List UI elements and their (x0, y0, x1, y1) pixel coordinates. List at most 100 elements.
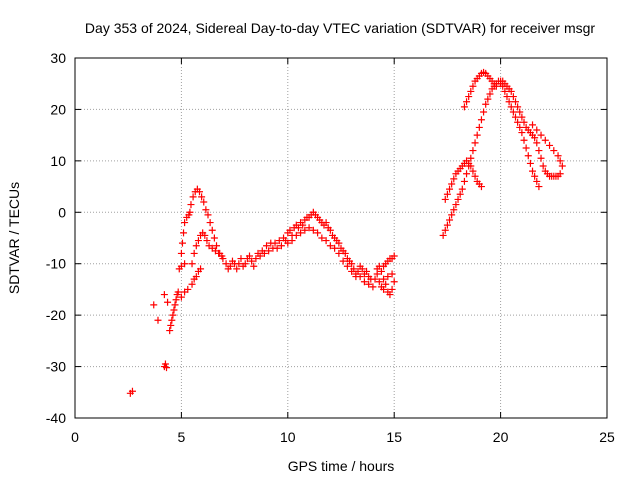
data-point (443, 221, 451, 229)
data-point (446, 185, 454, 193)
data-point (150, 301, 158, 309)
data-point (384, 273, 392, 281)
data-point (252, 255, 260, 263)
data-point (309, 226, 317, 234)
x-tick-label: 15 (386, 429, 402, 445)
y-tick-label: -40 (46, 410, 66, 426)
data-point (174, 288, 182, 296)
data-point (473, 131, 481, 139)
data-point (256, 252, 264, 260)
y-axis-label: SDTVAR / TECUs (6, 182, 22, 294)
data-point (181, 260, 189, 268)
y-tick-label: 10 (50, 153, 66, 169)
data-points (126, 68, 566, 397)
data-point (371, 275, 379, 283)
data-point (169, 311, 177, 319)
data-point (260, 249, 268, 257)
data-point (314, 229, 322, 237)
data-point (171, 301, 179, 309)
data-point (471, 172, 479, 180)
data-point (352, 273, 360, 281)
y-tick-label: 20 (50, 101, 66, 117)
data-point (452, 201, 460, 209)
data-point (339, 257, 347, 265)
data-point (441, 195, 449, 203)
data-point (511, 98, 519, 106)
data-point (369, 283, 377, 291)
data-point (164, 298, 172, 306)
data-point (154, 316, 162, 324)
data-point (524, 152, 532, 160)
data-point (465, 93, 473, 101)
data-point (195, 188, 203, 196)
data-point (188, 280, 196, 288)
data-point (469, 167, 477, 175)
data-point (178, 239, 186, 247)
tick-labels: 0 5 10 15 20 25 -40 -30 -20 -10 0 10 20 30 (46, 50, 615, 445)
data-point (294, 224, 302, 232)
data-point (365, 280, 373, 288)
data-point (529, 167, 537, 175)
data-point (546, 141, 554, 149)
data-point (454, 195, 462, 203)
data-point (556, 170, 564, 178)
data-point (390, 278, 398, 286)
data-point (200, 198, 208, 206)
data-point (186, 208, 194, 216)
data-point (448, 180, 456, 188)
data-point (375, 278, 383, 286)
data-point (514, 118, 522, 126)
data-point (516, 108, 524, 116)
data-point (439, 231, 447, 239)
data-point (218, 252, 226, 260)
data-point (189, 193, 197, 201)
data-point (204, 211, 212, 219)
x-tick-label: 25 (599, 429, 615, 445)
data-point (390, 252, 398, 260)
x-tick-label: 5 (178, 429, 186, 445)
x-tick-label: 20 (493, 429, 509, 445)
data-point (335, 239, 343, 247)
data-point (341, 249, 349, 257)
y-tick-label: 30 (50, 50, 66, 66)
data-point (184, 285, 192, 293)
data-point (161, 360, 169, 368)
y-tick-label: -10 (46, 256, 66, 272)
data-point (477, 183, 485, 191)
data-point (509, 108, 517, 116)
data-point (380, 275, 388, 283)
data-point (128, 387, 136, 395)
data-point (213, 242, 221, 250)
data-point (358, 265, 366, 273)
data-point (460, 103, 468, 111)
x-axis-label: GPS time / hours (288, 458, 395, 474)
data-point (388, 285, 396, 293)
data-point (331, 244, 339, 252)
data-point (511, 113, 519, 121)
data-point (503, 93, 511, 101)
data-point (377, 267, 385, 275)
data-point (168, 316, 176, 324)
data-point (177, 293, 185, 301)
data-point (537, 154, 545, 162)
data-point (539, 162, 547, 170)
data-point (245, 252, 253, 260)
data-point (288, 237, 296, 245)
data-point (192, 273, 200, 281)
data-point (190, 249, 198, 257)
data-point (469, 147, 477, 155)
data-point (526, 159, 534, 167)
data-point (450, 175, 458, 183)
data-point (198, 193, 206, 201)
data-point (382, 280, 390, 288)
data-point (467, 87, 475, 95)
data-point (509, 93, 517, 101)
data-point (180, 229, 188, 237)
data-point (187, 201, 195, 209)
data-point (248, 257, 256, 265)
data-point (558, 162, 566, 170)
data-point (208, 226, 216, 234)
data-point (533, 139, 541, 147)
data-point (354, 267, 362, 275)
data-point (322, 237, 330, 245)
